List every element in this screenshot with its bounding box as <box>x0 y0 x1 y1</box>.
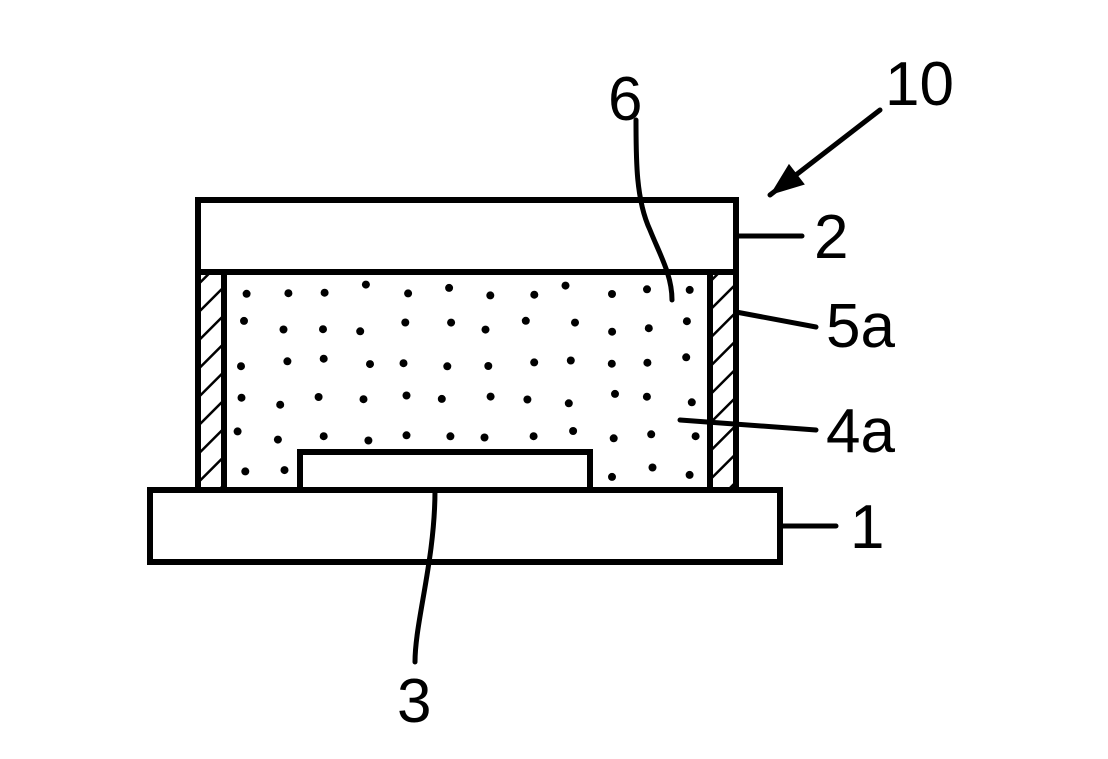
label-right-spacer: 5a <box>826 292 895 361</box>
cross-section-figure: 10 6 2 5a 4a 1 3 <box>0 0 1108 759</box>
bottom-substrate <box>150 490 780 562</box>
inner-chip <box>300 452 590 490</box>
right-spacer <box>710 272 736 490</box>
label-assembly: 10 <box>885 50 954 119</box>
left-spacer <box>198 272 224 490</box>
label-top-substrate: 2 <box>814 203 848 272</box>
top-substrate <box>198 200 736 272</box>
label-inner-chip: 3 <box>397 667 431 736</box>
label-bottom-substrate: 1 <box>850 493 884 562</box>
label-six: 6 <box>608 65 642 134</box>
label-cavity-fill: 4a <box>826 397 895 466</box>
